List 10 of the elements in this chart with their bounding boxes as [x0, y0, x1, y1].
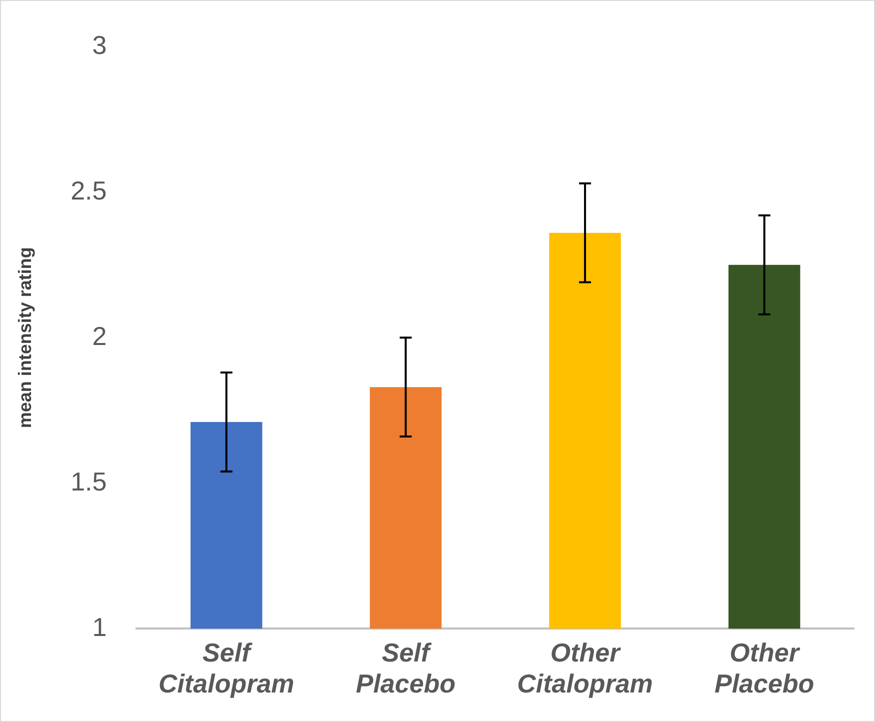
- x-tick-label: Other Placebo: [714, 637, 814, 699]
- x-tick-label: Self Citalopram: [158, 637, 294, 699]
- y-axis-title: mean intensity rating: [14, 247, 35, 428]
- y-tick-label: 2.5: [70, 175, 107, 206]
- y-tick-label: 1: [92, 612, 107, 642]
- x-tick-label: Other Citalopram: [517, 637, 653, 699]
- x-tick-label: Self Placebo: [356, 637, 456, 699]
- y-tick-label: 3: [92, 30, 107, 60]
- y-tick-label: 2: [92, 320, 107, 351]
- y-tick-label: 1.5: [70, 466, 107, 496]
